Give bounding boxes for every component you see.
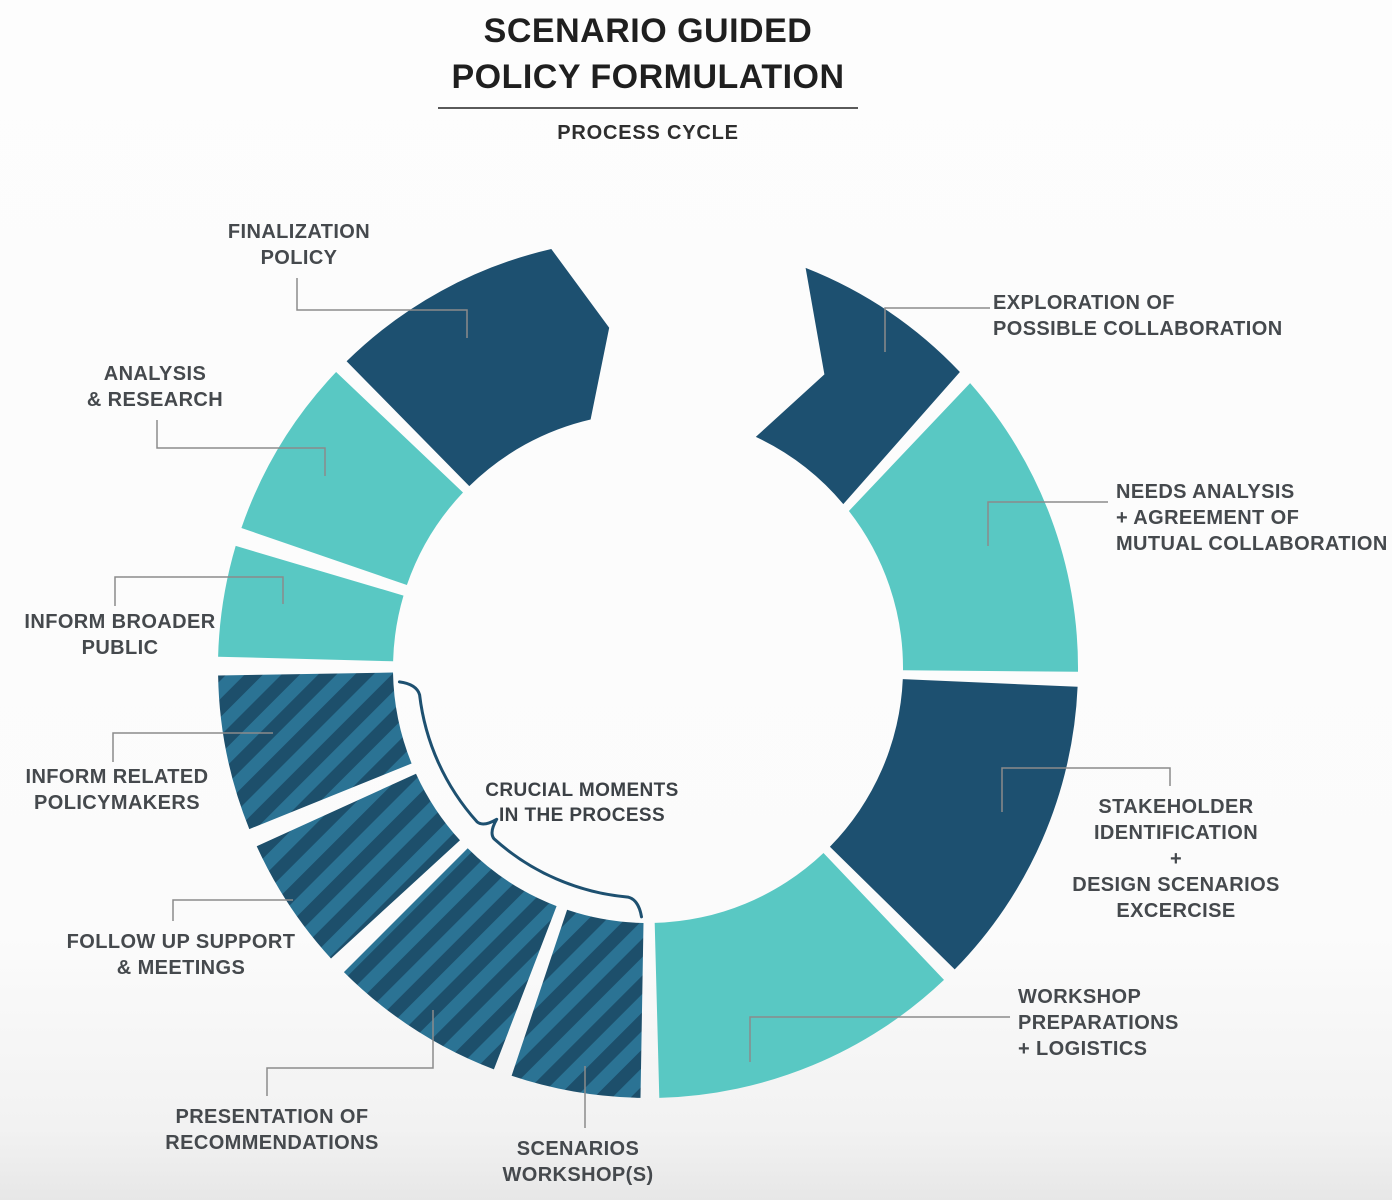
segment-finalization-policy bbox=[346, 249, 610, 487]
label-line: DESIGN SCENARIOS bbox=[1072, 874, 1280, 896]
label-line: NEEDS ANALYSIS bbox=[1116, 481, 1295, 503]
label-analysis-research: ANALYSIS & RESEARCH bbox=[87, 361, 223, 413]
label-follow-up-support-meetings: FOLLOW UP SUPPORT & MEETINGS bbox=[67, 929, 296, 981]
segment-scenarios-workshops bbox=[511, 909, 644, 1098]
connector-exploration-of-possible-collaboration bbox=[884, 307, 990, 352]
label-line: PREPARATIONS bbox=[1018, 1012, 1179, 1034]
segment-workshop-preparations-logistics bbox=[654, 853, 944, 1098]
label-line: MUTUAL COLLABORATION bbox=[1116, 533, 1388, 555]
crucial-moments-brace bbox=[397, 680, 643, 919]
label-line: SCENARIOS bbox=[516, 1138, 640, 1160]
connector-presentation-of-recommendations bbox=[266, 1010, 434, 1096]
connector-needs-analysis-agreement-of-mutual-collaboration bbox=[987, 501, 1108, 546]
label-line: STAKEHOLDER bbox=[1098, 796, 1254, 818]
label-line: + AGREEMENT OF bbox=[1116, 507, 1300, 529]
segment-presentation-of-recommendations bbox=[343, 848, 557, 1070]
segment-exploration-of-possible-collaboration bbox=[755, 267, 960, 505]
connector-inform-related-policymakers bbox=[112, 732, 273, 762]
connector-follow-up-support-meetings bbox=[172, 899, 293, 921]
center-note-line-2: IN THE PROCESS bbox=[498, 805, 666, 826]
label-inform-related-policymakers: INFORM RELATED POLICYMAKERS bbox=[26, 764, 209, 816]
label-presentation-of-recommendations: PRESENTATION OF RECOMMENDATIONS bbox=[165, 1104, 378, 1156]
label-line: EXCERCISE bbox=[1116, 900, 1236, 922]
label-line: PRESENTATION OF bbox=[175, 1106, 369, 1128]
label-line: RECOMMENDATIONS bbox=[165, 1132, 379, 1154]
ring-segments bbox=[218, 249, 1079, 1098]
label-line: WORKSHOP(S) bbox=[502, 1164, 654, 1186]
label-line: EXPLORATION OF bbox=[993, 292, 1175, 314]
page-title-line-2: POLICY FORMULATION bbox=[451, 58, 845, 96]
label-line: POLICYMAKERS bbox=[34, 792, 200, 814]
title-underline bbox=[438, 107, 858, 109]
connector-analysis-research bbox=[156, 420, 326, 476]
label-exploration-of-possible-collaboration: EXPLORATION OF POSSIBLE COLLABORATION bbox=[993, 290, 1283, 342]
label-line: & MEETINGS bbox=[116, 957, 246, 979]
label-line: INFORM RELATED bbox=[25, 766, 209, 788]
title-block: SCENARIO GUIDED POLICY FORMULATION PROCE… bbox=[438, 8, 858, 145]
connector-workshop-preparations-logistics bbox=[749, 1016, 1010, 1062]
label-inform-broader-public: INFORM BROADER PUBLIC bbox=[24, 609, 215, 661]
segment-needs-analysis-agreement-of-mutual-collaboration bbox=[848, 383, 1079, 672]
label-line: IDENTIFICATION bbox=[1093, 822, 1259, 844]
label-scenarios-workshops: SCENARIOS WORKSHOP(S) bbox=[502, 1136, 653, 1188]
label-line: FOLLOW UP SUPPORT bbox=[66, 931, 296, 953]
center-note: CRUCIAL MOMENTS IN THE PROCESS bbox=[485, 778, 679, 828]
label-line: WORKSHOP bbox=[1018, 986, 1142, 1008]
segment-stakeholder-identification-design-scenarios-excercise bbox=[829, 679, 1078, 970]
segment-inform-broader-public bbox=[218, 545, 404, 662]
label-line: INFORM BROADER bbox=[24, 611, 216, 633]
label-needs-analysis-agreement-of-mutual-collaboration: NEEDS ANALYSIS + AGREEMENT OF MUTUAL COLLA… bbox=[1116, 479, 1388, 557]
label-finalization-policy: FINALIZATION POLICY bbox=[228, 219, 370, 271]
connector-stakeholder-identification-design-scenarios-excercise bbox=[1001, 767, 1171, 812]
label-line: + LOGISTICS bbox=[1018, 1038, 1148, 1060]
segment-follow-up-support-meetings bbox=[256, 773, 460, 959]
label-line: ANALYSIS bbox=[103, 363, 207, 385]
label-line: & RESEARCH bbox=[86, 389, 224, 411]
label-line: + bbox=[1169, 848, 1183, 870]
segment-inform-related-policymakers bbox=[218, 672, 412, 830]
label-line: FINALIZATION bbox=[227, 221, 371, 243]
connector-inform-broader-public bbox=[114, 576, 284, 606]
label-workshop-preparations-logistics: WORKSHOP PREPARATIONS + LOGISTICS bbox=[1018, 984, 1179, 1062]
label-stakeholder-identification-design-scenarios-excercise: STAKEHOLDER IDENTIFICATION + DESIGN SCENARI… bbox=[1072, 794, 1280, 924]
label-connectors bbox=[112, 278, 1171, 1128]
label-line: POSSIBLE COLLABORATION bbox=[993, 318, 1283, 340]
segment-analysis-research bbox=[241, 372, 463, 585]
label-line: PUBLIC bbox=[81, 637, 159, 659]
page-subtitle: PROCESS CYCLE bbox=[557, 122, 739, 144]
page-title-line-1: SCENARIO GUIDED bbox=[483, 12, 813, 50]
label-line: POLICY bbox=[260, 247, 338, 269]
connector-finalization-policy bbox=[296, 278, 468, 338]
center-note-line-1: CRUCIAL MOMENTS bbox=[485, 780, 679, 801]
